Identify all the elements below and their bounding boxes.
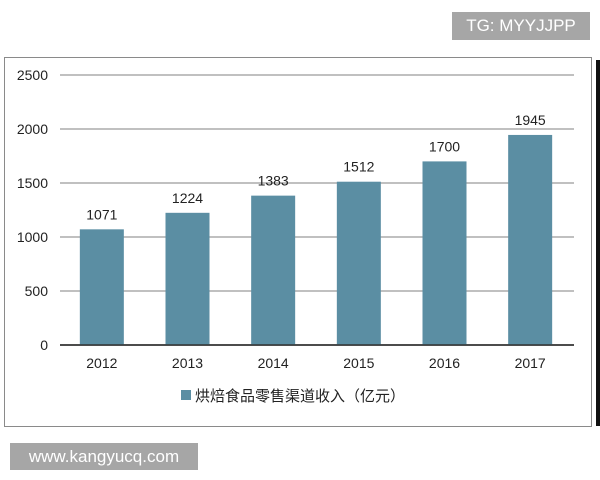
data-label: 1700 (429, 138, 460, 154)
y-tick-label: 0 (40, 337, 48, 353)
x-tick-label: 2012 (86, 355, 117, 371)
data-label: 1383 (258, 173, 289, 189)
watermark-top: TG: MYYJJPP (452, 12, 590, 40)
bar-2014 (251, 195, 296, 345)
bar-2013 (165, 212, 210, 345)
y-tick-label: 1500 (17, 175, 48, 191)
chart-frame (4, 57, 592, 427)
data-label: 1224 (172, 190, 203, 206)
x-tick-label: 2016 (429, 355, 460, 371)
bar-2012 (79, 229, 124, 345)
y-tick-label: 500 (25, 283, 49, 299)
y-tick-label: 2000 (17, 121, 48, 137)
x-tick-label: 2015 (343, 355, 374, 371)
data-label: 1071 (86, 206, 117, 222)
x-tick-label: 2013 (172, 355, 203, 371)
data-label: 1945 (515, 112, 546, 128)
y-tick-label: 1000 (17, 229, 48, 245)
bar-2016 (422, 161, 467, 345)
x-tick-label: 2017 (515, 355, 546, 371)
y-tick-label: 2500 (17, 67, 48, 83)
data-label: 1512 (343, 159, 374, 175)
bar-2017 (508, 134, 553, 345)
legend-label: 烘焙食品零售渠道收入（亿元） (195, 388, 405, 405)
edge-bar (596, 60, 600, 426)
legend-swatch (181, 390, 191, 400)
watermark-bottom: www.kangyucq.com (10, 443, 198, 470)
x-tick-label: 2014 (258, 355, 289, 371)
bar-2015 (336, 181, 381, 345)
